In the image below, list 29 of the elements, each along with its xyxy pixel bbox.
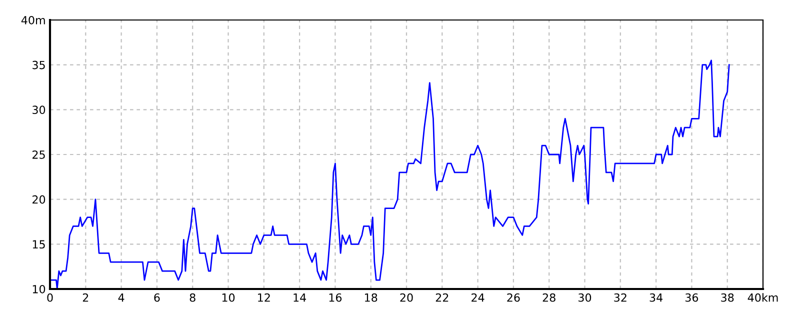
x-tick-label: 30	[578, 293, 592, 302]
x-tick-label: 16	[329, 293, 342, 302]
y-tick-label: 35	[32, 60, 45, 70]
y-tick-label: 20	[32, 195, 46, 204]
y-tick-label: 40m	[21, 16, 45, 24]
line-series	[50, 60, 730, 289]
x-tick-label: 4	[118, 294, 124, 302]
x-tick-label: 0	[47, 293, 53, 302]
x-tick-label: 32	[614, 293, 626, 302]
x-tick-label: 22	[436, 293, 448, 302]
x-tick-label: 8	[190, 293, 196, 302]
x-tick-label: 40km	[748, 293, 778, 302]
x-tick-label: 18	[365, 293, 378, 302]
x-tick-label: 38	[721, 293, 734, 302]
x-tick-label: 10	[222, 293, 235, 302]
y-tick-label: 25	[32, 150, 45, 159]
x-tick-label: 14	[294, 294, 306, 302]
x-tick-label: 24	[472, 293, 484, 302]
x-tick-label: 12	[258, 293, 270, 302]
y-tick-label: 15	[32, 240, 45, 249]
x-tick-label: 2	[82, 293, 88, 302]
x-tick-label: 34	[650, 293, 662, 302]
y-tick-label: 10	[32, 284, 46, 294]
x-tick-label: 6	[154, 293, 160, 302]
x-tick-label: 26	[507, 293, 520, 302]
x-tick-label: 20	[400, 293, 413, 302]
y-tick-label: 30	[32, 106, 46, 114]
x-tick-label: 28	[542, 293, 556, 302]
x-tick-label: 36	[685, 293, 698, 302]
